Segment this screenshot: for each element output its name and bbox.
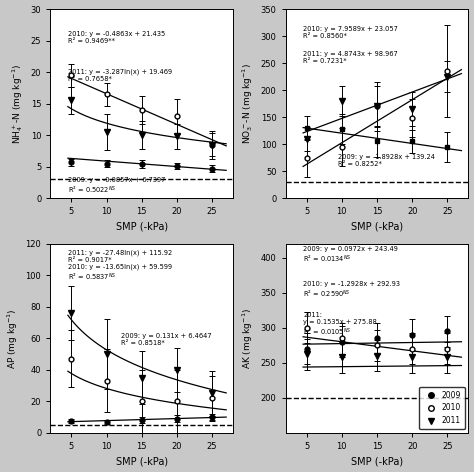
Text: 2010: y = -13.65ln(x) + 59.599
R² = 0.5837$^{NS}$: 2010: y = -13.65ln(x) + 59.599 R² = 0.58… <box>68 263 172 283</box>
Text: 2011:
y = 0.1535x + 275.88
R² = 0.0105$^{NS}$: 2011: y = 0.1535x + 275.88 R² = 0.0105$^… <box>303 312 377 338</box>
Text: 2011: y = -3.287ln(x) + 19.469
R² = 0.7658*: 2011: y = -3.287ln(x) + 19.469 R² = 0.76… <box>68 68 172 82</box>
Legend: 2009, 2010, 2011: 2009, 2010, 2011 <box>419 387 465 429</box>
Text: 2009: y = -0.0857x + 6.7397
R² = 0.5022$^{NS}$: 2009: y = -0.0857x + 6.7397 R² = 0.5022$… <box>68 177 165 196</box>
X-axis label: SMP (-kPa): SMP (-kPa) <box>116 222 168 232</box>
Text: 2009: y = 0.131x + 6.4647
R² = 0.8518*: 2009: y = 0.131x + 6.4647 R² = 0.8518* <box>121 333 211 346</box>
Text: 2011: y = 4.8743x + 98.967
R² = 0.7231*: 2011: y = 4.8743x + 98.967 R² = 0.7231* <box>303 51 398 64</box>
Y-axis label: AK (mg kg$^{-1}$): AK (mg kg$^{-1}$) <box>241 308 255 369</box>
X-axis label: SMP (-kPa): SMP (-kPa) <box>351 456 403 466</box>
X-axis label: SMP (-kPa): SMP (-kPa) <box>116 456 168 466</box>
X-axis label: SMP (-kPa): SMP (-kPa) <box>351 222 403 232</box>
Text: 2010: y = 7.9589x + 23.057
R² = 0.8560*: 2010: y = 7.9589x + 23.057 R² = 0.8560* <box>303 26 398 39</box>
Y-axis label: AP (mg kg$^{-1}$): AP (mg kg$^{-1}$) <box>6 308 20 369</box>
Y-axis label: NH$_4^+$-N (mg kg$^{-1}$): NH$_4^+$-N (mg kg$^{-1}$) <box>10 64 25 144</box>
Text: 2009: y = -1.8928x + 139.24
R² = 0.8252*: 2009: y = -1.8928x + 139.24 R² = 0.8252* <box>338 154 435 167</box>
Text: 2010: y = -0.4863x + 21.435
R² = 0.9469**: 2010: y = -0.4863x + 21.435 R² = 0.9469*… <box>68 31 165 44</box>
Text: 2010: y = -1.2928x + 292.93
R² = 0.2590$^{NS}$: 2010: y = -1.2928x + 292.93 R² = 0.2590$… <box>303 281 400 300</box>
Text: 2011: y = -27.48ln(x) + 115.92
R² = 0.9017*: 2011: y = -27.48ln(x) + 115.92 R² = 0.90… <box>68 249 172 262</box>
Text: 2009: y = 0.0972x + 243.49
R² = 0.0134$^{NS}$: 2009: y = 0.0972x + 243.49 R² = 0.0134$^… <box>303 245 398 265</box>
Y-axis label: NO$_3^-$-N (mg kg$^{-1}$): NO$_3^-$-N (mg kg$^{-1}$) <box>240 63 255 144</box>
